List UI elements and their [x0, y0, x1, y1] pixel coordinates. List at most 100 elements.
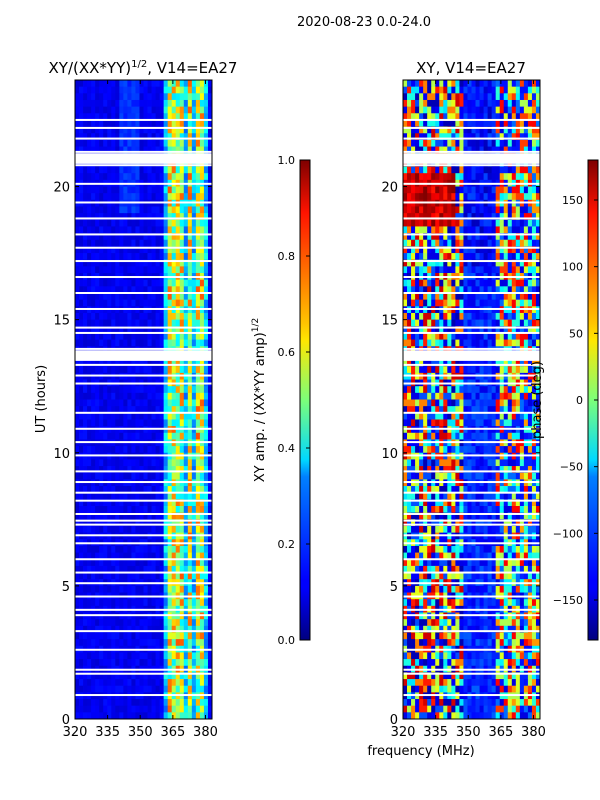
amplitude-cell [175, 519, 181, 527]
amplitude-cell [183, 672, 189, 680]
amplitude-cell [159, 659, 165, 667]
phase-cell [503, 293, 509, 301]
amplitude-cell [199, 672, 205, 680]
phase-cell [431, 233, 436, 241]
amplitude-cell [155, 392, 161, 400]
amplitude-cell [79, 80, 84, 88]
phase-cell [455, 166, 460, 174]
phase-cell [487, 93, 493, 101]
amplitude-cell [135, 392, 140, 400]
phase-cell [471, 93, 476, 101]
amplitude-cell [91, 386, 96, 394]
amplitude-cell [179, 545, 185, 553]
amplitude-cell [127, 545, 132, 553]
amplitude-cell [171, 286, 177, 294]
amplitude-cell [179, 386, 185, 394]
amplitude-cell [91, 133, 96, 141]
amplitude-cell [115, 565, 120, 573]
phase-cell [427, 146, 432, 154]
phase-cell [535, 319, 541, 327]
amplitude-cell [119, 246, 124, 254]
amplitude-cell [127, 86, 132, 94]
phase-cell [403, 259, 408, 267]
amplitude-cell [159, 139, 165, 147]
amplitude-cell [75, 432, 80, 440]
amplitude-cell [203, 619, 209, 627]
amplitude-cell [123, 93, 128, 101]
phase-cell [535, 339, 541, 347]
amplitude-cell [143, 339, 148, 347]
phase-cell [479, 253, 484, 261]
amplitude-cell [87, 133, 92, 141]
amplitude-cell [143, 166, 148, 174]
amplitude-cell [103, 133, 108, 141]
amplitude-cell [119, 466, 124, 474]
amplitude-cell [187, 399, 193, 407]
phase-cell [451, 319, 456, 327]
phase-cell [519, 219, 525, 227]
amplitude-cell [187, 319, 193, 327]
phase-cell [407, 193, 412, 201]
amplitude-cell [179, 173, 185, 181]
phase-cell [431, 332, 436, 340]
amplitude-cell [183, 246, 189, 254]
phase-cell [443, 253, 448, 261]
amplitude-cell [207, 459, 213, 467]
amplitude-cell [115, 279, 120, 287]
amplitude-cell [159, 519, 165, 527]
phase-cell [515, 266, 521, 274]
amplitude-cell [79, 472, 84, 480]
amplitude-cell [171, 99, 177, 108]
phase-cell [523, 386, 529, 394]
amplitude-cell [195, 93, 201, 101]
amplitude-cell [127, 599, 132, 607]
amplitude-cell [143, 519, 148, 527]
amplitude-cell [99, 705, 104, 713]
amplitude-cell [99, 233, 104, 241]
phase-cell [419, 93, 424, 101]
phase-cell [499, 246, 505, 254]
phase-cell [523, 126, 529, 134]
phase-cell [531, 186, 537, 194]
phase-cell [435, 166, 440, 174]
phase-cell [427, 213, 432, 221]
phase-cell [427, 99, 432, 108]
amplitude-cell [143, 585, 148, 593]
amplitude-cell [79, 312, 84, 321]
amplitude-cell [99, 392, 104, 400]
amplitude-cell [115, 386, 120, 394]
amplitude-cell [183, 519, 189, 527]
amplitude-cell [187, 659, 193, 667]
amplitude-cell [203, 506, 209, 514]
amplitude-cell [91, 173, 96, 181]
amplitude-cell [203, 486, 209, 494]
amplitude-cell [179, 366, 185, 374]
amplitude-cell [195, 213, 201, 221]
amplitude-cell [199, 559, 205, 567]
amplitude-cell [175, 506, 181, 514]
phase-cell [531, 126, 537, 134]
amplitude-cell [119, 119, 124, 127]
amplitude-cell [103, 86, 108, 94]
phase-cell [499, 206, 505, 214]
amplitude-cell [151, 559, 156, 567]
amplitude-cell [107, 659, 112, 667]
amplitude-cell [123, 246, 128, 254]
phase-cell [511, 193, 517, 201]
phase-cell [415, 286, 420, 294]
amplitude-cell [139, 712, 144, 720]
amplitude-cell [195, 239, 201, 247]
phase-cell [495, 146, 501, 154]
amplitude-cell [87, 206, 92, 214]
amplitude-cell [151, 486, 156, 494]
amplitude-cell [203, 206, 209, 214]
amplitude-cell [179, 339, 185, 347]
amplitude-cell [179, 599, 185, 607]
amplitude-cell [111, 279, 116, 287]
phase-cell [535, 359, 541, 367]
amplitude-cell [123, 332, 128, 340]
amplitude-cell [83, 213, 88, 221]
phase-cell [423, 219, 428, 227]
amplitude-cell [171, 659, 177, 667]
amplitude-cell [155, 299, 161, 307]
